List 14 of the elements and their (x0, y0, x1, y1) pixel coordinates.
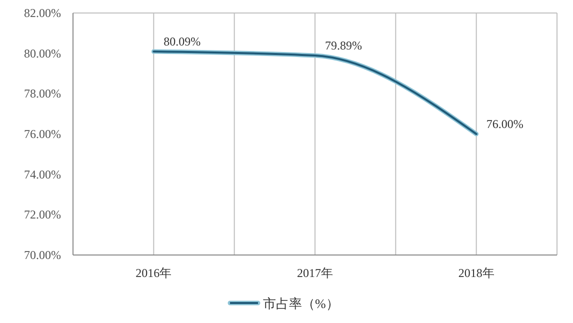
y-tick-label: 78.00% (24, 86, 61, 101)
data-label: 80.09% (164, 34, 201, 49)
y-tick-label: 74.00% (24, 167, 61, 182)
y-tick-label: 80.00% (24, 46, 61, 60)
y-tick-label: 70.00% (24, 248, 61, 262)
y-tick-label: 82.00% (24, 6, 61, 20)
legend-label: 市占率（%） (263, 296, 339, 311)
data-label: 79.89% (325, 38, 362, 53)
x-tick-label: 2017年 (297, 266, 333, 280)
x-tick-label: 2018年 (458, 266, 494, 280)
y-tick-label: 72.00% (24, 208, 61, 222)
data-label: 76.00% (486, 117, 524, 131)
x-tick-label: 2016年 (136, 266, 172, 280)
y-tick-label: 76.00% (24, 127, 61, 141)
